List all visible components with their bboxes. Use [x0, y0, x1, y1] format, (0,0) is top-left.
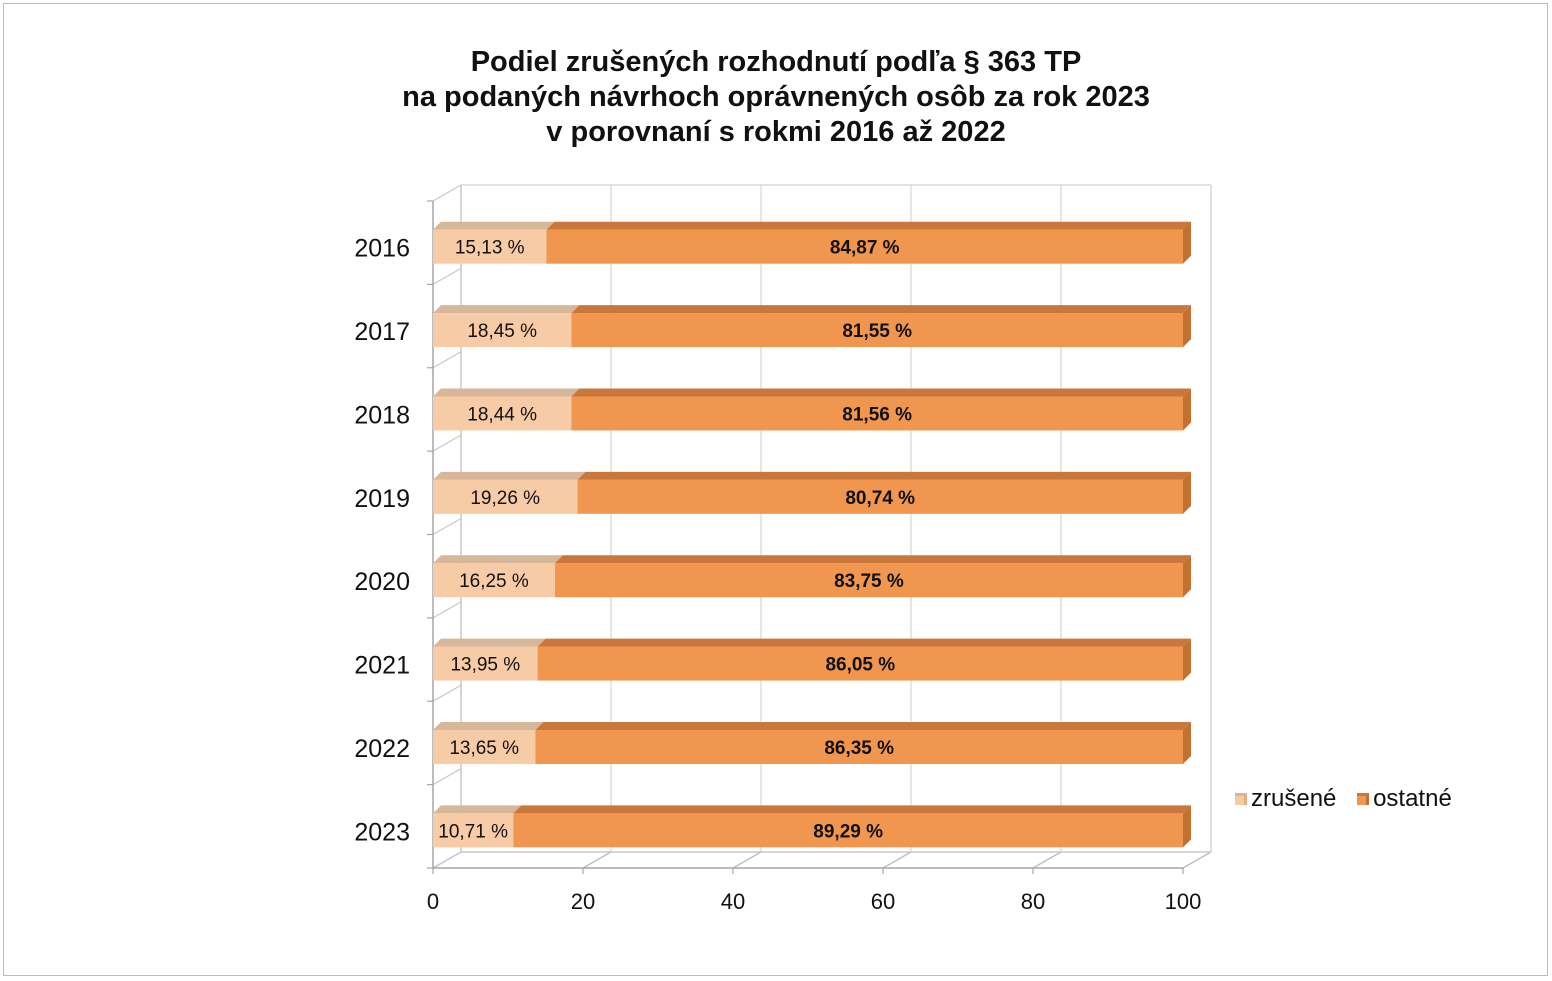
- bar-zrusene: [433, 563, 555, 598]
- side-gridline: [432, 684, 462, 702]
- floor-gridline: [882, 851, 912, 869]
- y-category-label: 2020: [354, 568, 410, 596]
- side-gridline: [432, 517, 462, 536]
- bar-side-ostatne: [1183, 471, 1191, 514]
- data-label-zrusene: 18,44 %: [467, 404, 537, 425]
- legend-label-ostatne: ostatné: [1373, 785, 1452, 812]
- title-line-3: v porovnaní s rokmi 2016 až 2022: [546, 116, 1006, 148]
- bar-top-ostatne: [513, 805, 1191, 814]
- bar-top-zrusene: [433, 805, 522, 814]
- bar-top-ostatne: [535, 721, 1191, 730]
- bar-top-ostatne: [537, 638, 1191, 647]
- legend-item-ostatne: ostatné: [1357, 785, 1452, 813]
- bar-top-ostatne: [554, 555, 1191, 564]
- data-label-ostatne: 83,75 %: [834, 571, 904, 592]
- data-label-zrusene: 18,45 %: [467, 321, 537, 342]
- bar-top-zrusene: [433, 305, 580, 314]
- bar-zrusene: [433, 396, 572, 431]
- bar-top-zrusene: [433, 638, 546, 647]
- data-label-zrusene: 10,71 %: [438, 821, 508, 842]
- bar-ostatne: [571, 313, 1183, 348]
- data-label-ostatne: 81,55 %: [842, 321, 912, 342]
- bar-ostatne: [571, 396, 1183, 431]
- bar-top-zrusene: [433, 721, 544, 730]
- data-label-zrusene: 15,13 %: [455, 238, 525, 259]
- bar-zrusene: [433, 479, 578, 514]
- bar-side-ostatne: [1183, 638, 1191, 681]
- bar-top-zrusene: [433, 555, 563, 564]
- bar-top-zrusene: [433, 471, 586, 480]
- data-label-zrusene: 16,25 %: [459, 571, 529, 592]
- legend-item-zrusene: zrušené: [1235, 785, 1336, 813]
- floor-gridline: [1182, 851, 1212, 869]
- bar-top-ostatne: [571, 305, 1191, 314]
- bar-side-ostatne: [1183, 305, 1191, 348]
- bar-top-zrusene: [433, 221, 555, 230]
- side-gridline: [432, 351, 462, 369]
- y-category-label: 2016: [354, 235, 410, 263]
- bar-zrusene: [433, 729, 536, 764]
- data-label-ostatne: 86,35 %: [824, 738, 894, 759]
- data-label-ostatne: 81,56 %: [842, 404, 912, 425]
- data-label-ostatne: 84,87 %: [830, 238, 900, 259]
- x-tick-label: 80: [1021, 889, 1045, 914]
- x-tick-label: 100: [1165, 889, 1202, 914]
- bar-top-ostatne: [546, 221, 1191, 230]
- title-line-1: Podiel zrušených rozhodnutí podľa § 363 …: [470, 46, 1082, 78]
- y-category-label: 2017: [354, 318, 410, 346]
- legend-swatch-zrusene: [1235, 793, 1247, 805]
- bar-top-ostatne: [577, 471, 1191, 480]
- side-gridline: [432, 184, 462, 202]
- data-label-ostatne: 86,05 %: [825, 655, 895, 676]
- bar-top-ostatne: [571, 388, 1191, 397]
- y-category-label: 2021: [354, 652, 410, 680]
- side-gridline: [432, 434, 462, 452]
- legend-swatch-ostatne: [1357, 793, 1370, 805]
- y-category-label: 2019: [354, 485, 410, 513]
- data-label-ostatne: 80,74 %: [845, 488, 915, 509]
- y-category-label: 2023: [354, 818, 410, 846]
- bar-side-ostatne: [1183, 721, 1191, 764]
- y-category-label: 2022: [354, 735, 410, 763]
- bar-side-ostatne: [1183, 805, 1191, 848]
- x-tick-label: 0: [427, 889, 439, 914]
- data-label-zrusene: 13,65 %: [449, 738, 519, 759]
- bar-side-ostatne: [1183, 221, 1191, 264]
- side-gridline: [432, 601, 462, 619]
- x-tick-label: 40: [721, 889, 745, 914]
- bar-ostatne: [546, 229, 1183, 264]
- bar-zrusene: [433, 813, 514, 848]
- y-category-label: 2018: [354, 401, 410, 429]
- floor-gridline: [582, 851, 612, 869]
- bar-zrusene: [433, 313, 572, 348]
- side-gridline: [432, 267, 462, 285]
- bar-ostatne: [577, 479, 1183, 514]
- data-label-ostatne: 89,29 %: [813, 821, 883, 842]
- side-gridline: [432, 851, 462, 869]
- bar-ostatne: [535, 729, 1183, 764]
- floor-gridline: [732, 851, 762, 869]
- chart-title: Podiel zrušených rozhodnutí podľa § 363 …: [0, 45, 1552, 150]
- bar-side-ostatne: [1183, 555, 1191, 598]
- data-label-zrusene: 19,26 %: [470, 488, 540, 509]
- bar-ostatne: [554, 563, 1183, 598]
- x-tick-label: 60: [871, 889, 895, 914]
- side-gridline: [432, 768, 462, 786]
- floor-gridline: [1032, 851, 1062, 869]
- bar-top-zrusene: [433, 388, 580, 397]
- legend-label-zrusene: zrušené: [1251, 785, 1337, 812]
- title-line-2: na podaných návrhoch oprávnených osôb za…: [402, 81, 1150, 113]
- legend: zrušené ostatné: [1235, 784, 1466, 813]
- bar-side-ostatne: [1183, 388, 1191, 431]
- x-tick-label: 20: [571, 889, 595, 914]
- bar-ostatne: [513, 813, 1183, 848]
- bar-zrusene: [433, 229, 547, 264]
- bar-ostatne: [537, 646, 1183, 681]
- data-label-zrusene: 13,95 %: [450, 655, 520, 676]
- bar-zrusene: [433, 646, 538, 681]
